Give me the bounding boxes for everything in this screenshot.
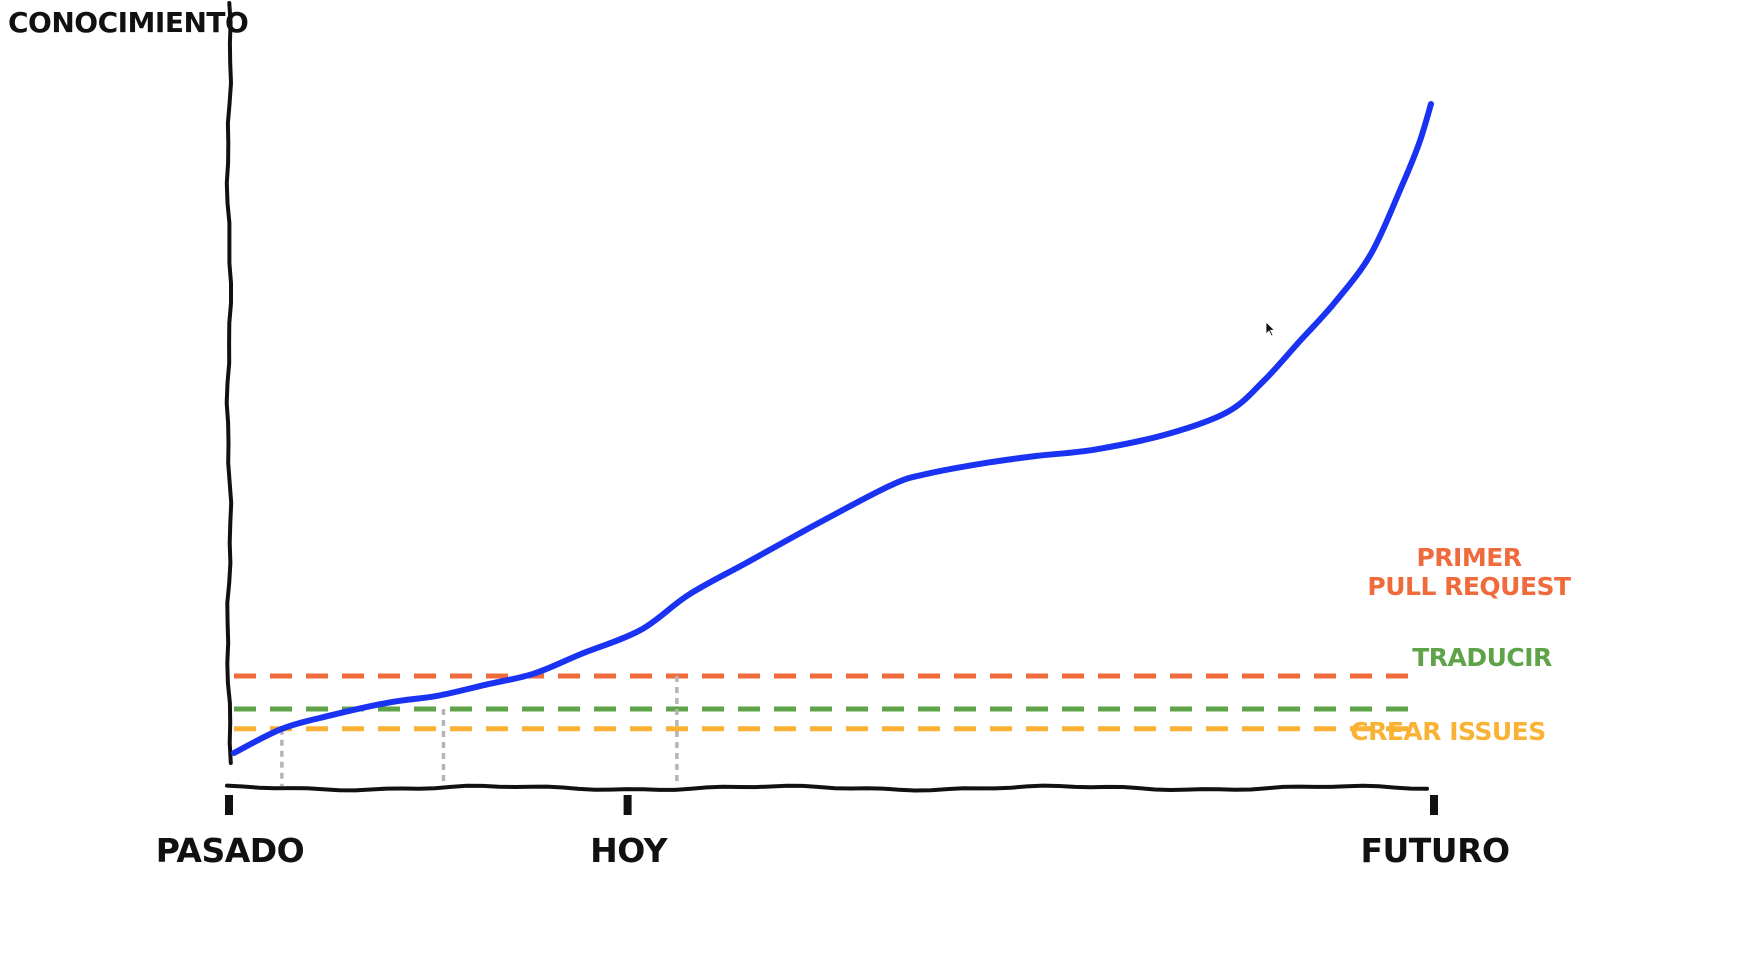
x-tick-2 xyxy=(1430,795,1438,815)
x-tick-0 xyxy=(225,795,233,815)
mouse-cursor-icon xyxy=(1265,321,1276,337)
x-tick-1 xyxy=(623,795,632,815)
knowledge-curve xyxy=(231,101,1434,756)
x-tick-label-0: PASADO xyxy=(156,831,304,870)
axes xyxy=(224,1,1429,793)
x-tick-labels: PASADO HOY FUTURO xyxy=(156,831,1510,870)
series-group xyxy=(231,101,1434,756)
y-axis-label: CONOCIMIENTO xyxy=(8,6,248,39)
x-ticks xyxy=(225,795,1438,815)
x-axis-line xyxy=(225,783,1429,793)
y-axis-line xyxy=(224,1,234,765)
threshold-label-0-0: PRIMER xyxy=(1416,543,1521,572)
drop-lines xyxy=(280,676,679,786)
threshold-lines xyxy=(234,673,1412,732)
threshold-label-1-0: TRADUCIR xyxy=(1412,643,1552,672)
x-tick-label-1: HOY xyxy=(590,831,668,870)
threshold-label-0-1: PULL REQUEST xyxy=(1367,572,1571,601)
x-tick-label-2: FUTURO xyxy=(1360,831,1509,870)
threshold-label-2-0: CREAR ISSUES xyxy=(1350,717,1546,746)
